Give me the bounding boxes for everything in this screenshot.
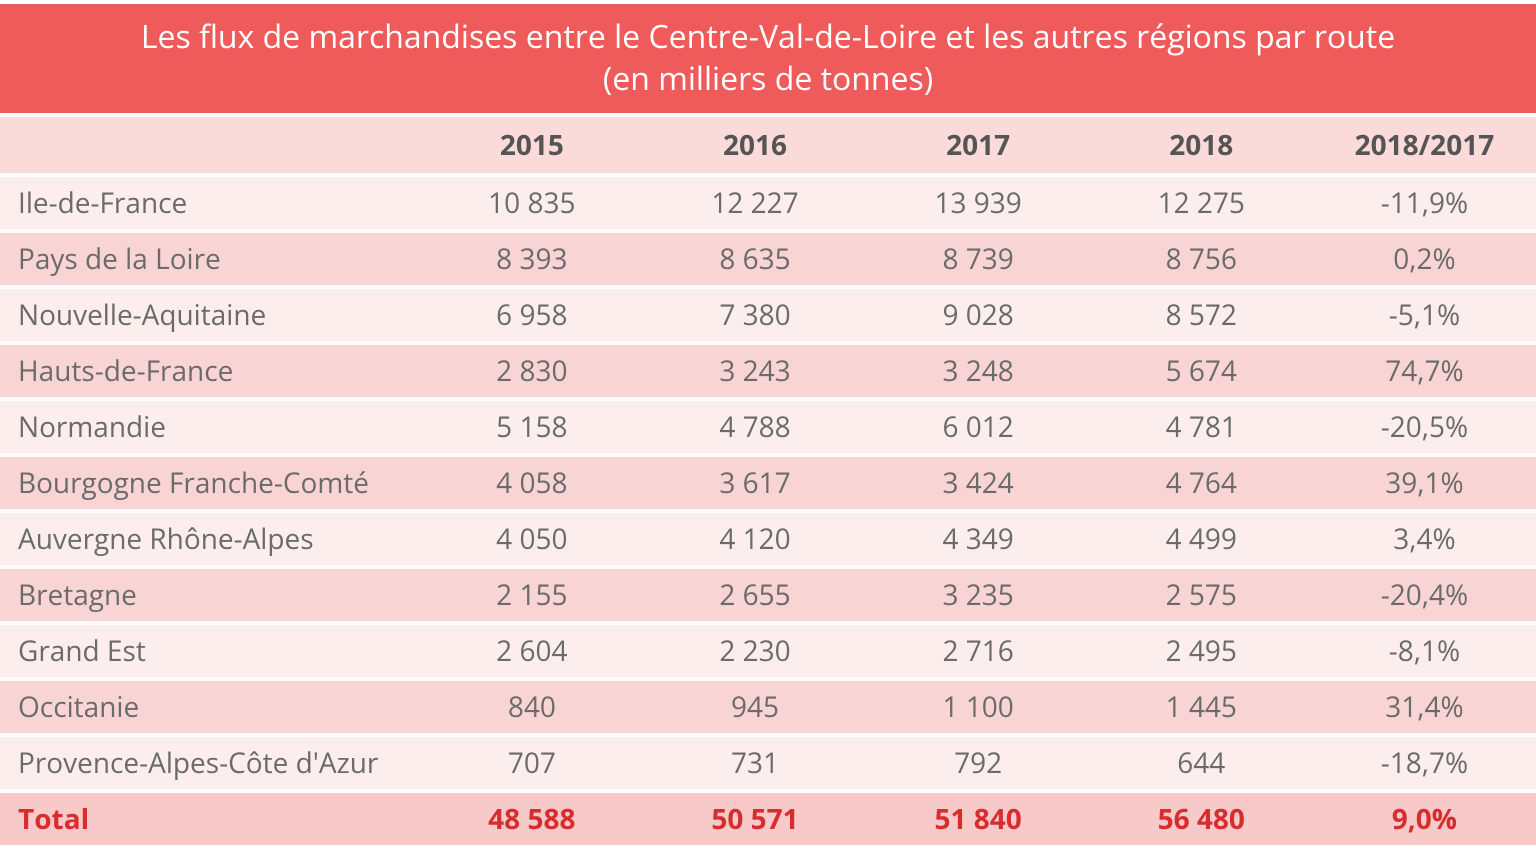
cell-region: Pays de la Loire [0,233,420,285]
cell-2018: 4 781 [1090,401,1313,453]
cell-delta: 31,4% [1313,681,1536,733]
cell-2018: 4 499 [1090,513,1313,565]
cell-2017: 3 424 [867,457,1090,509]
cell-2015: 2 830 [420,345,643,397]
cell-region: Occitanie [0,681,420,733]
cell-2015: 8 393 [420,233,643,285]
cell-2016: 4 120 [643,513,866,565]
cell-region: Provence-Alpes-Côte d'Azur [0,737,420,789]
table-row: Normandie5 1584 7886 0124 781-20,5% [0,401,1536,453]
col-header-region [0,117,420,173]
col-header-delta: 2018/2017 [1313,117,1536,173]
total-2018: 56 480 [1090,793,1313,845]
cell-2017: 792 [867,737,1090,789]
table-row: Bretagne2 1552 6553 2352 575-20,4% [0,569,1536,621]
total-2016: 50 571 [643,793,866,845]
table-row: Ile-de-France10 83512 22713 93912 275-11… [0,177,1536,229]
cell-region: Hauts-de-France [0,345,420,397]
cell-2015: 6 958 [420,289,643,341]
table-title: Les flux de marchandises entre le Centre… [0,4,1536,113]
cell-delta: -5,1% [1313,289,1536,341]
cell-2015: 2 604 [420,625,643,677]
cell-2016: 2 230 [643,625,866,677]
cell-delta: 3,4% [1313,513,1536,565]
table-total-row: Total48 58850 57151 84056 4809,0% [0,793,1536,845]
cell-2016: 731 [643,737,866,789]
col-header-2015: 2015 [420,117,643,173]
cell-delta: -8,1% [1313,625,1536,677]
cell-2016: 3 617 [643,457,866,509]
col-header-2017: 2017 [867,117,1090,173]
table-header-row: 2015 2016 2017 2018 2018/2017 [0,117,1536,173]
total-2017: 51 840 [867,793,1090,845]
cell-2015: 5 158 [420,401,643,453]
cell-2017: 6 012 [867,401,1090,453]
cell-2017: 13 939 [867,177,1090,229]
cell-2017: 4 349 [867,513,1090,565]
cell-2018: 12 275 [1090,177,1313,229]
cell-2018: 5 674 [1090,345,1313,397]
cell-delta: -11,9% [1313,177,1536,229]
cell-2016: 8 635 [643,233,866,285]
cell-2018: 8 572 [1090,289,1313,341]
col-header-2018: 2018 [1090,117,1313,173]
cell-2015: 10 835 [420,177,643,229]
cell-2015: 4 050 [420,513,643,565]
total-delta: 9,0% [1313,793,1536,845]
table-row: Hauts-de-France2 8303 2433 2485 67474,7% [0,345,1536,397]
table-row: Auvergne Rhône-Alpes4 0504 1204 3494 499… [0,513,1536,565]
cell-region: Nouvelle-Aquitaine [0,289,420,341]
cell-region: Bourgogne Franche-Comté [0,457,420,509]
cell-2015: 2 155 [420,569,643,621]
table-title-line1: Les flux de marchandises entre le Centre… [141,15,1395,58]
cell-2018: 4 764 [1090,457,1313,509]
cell-2018: 1 445 [1090,681,1313,733]
cell-2018: 2 575 [1090,569,1313,621]
table-row: Bourgogne Franche-Comté4 0583 6173 4244 … [0,457,1536,509]
cell-2016: 7 380 [643,289,866,341]
table-title-row: Les flux de marchandises entre le Centre… [0,4,1536,113]
table-row: Provence-Alpes-Côte d'Azur707731792644-1… [0,737,1536,789]
cell-2015: 840 [420,681,643,733]
cell-2018: 8 756 [1090,233,1313,285]
cell-2017: 2 716 [867,625,1090,677]
cell-2018: 2 495 [1090,625,1313,677]
cell-2017: 1 100 [867,681,1090,733]
cell-delta: -20,5% [1313,401,1536,453]
table-row: Occitanie8409451 1001 44531,4% [0,681,1536,733]
cell-region: Normandie [0,401,420,453]
table-row: Grand Est2 6042 2302 7162 495-8,1% [0,625,1536,677]
cell-delta: 0,2% [1313,233,1536,285]
cell-delta: -18,7% [1313,737,1536,789]
col-header-2016: 2016 [643,117,866,173]
cell-region: Auvergne Rhône-Alpes [0,513,420,565]
cell-2015: 4 058 [420,457,643,509]
total-label: Total [0,793,420,845]
cell-2017: 8 739 [867,233,1090,285]
cell-2017: 9 028 [867,289,1090,341]
cell-2016: 945 [643,681,866,733]
cell-2016: 3 243 [643,345,866,397]
cell-region: Grand Est [0,625,420,677]
cell-2016: 4 788 [643,401,866,453]
cell-delta: -20,4% [1313,569,1536,621]
cell-region: Bretagne [0,569,420,621]
flux-table: Les flux de marchandises entre le Centre… [0,0,1536,849]
cell-region: Ile-de-France [0,177,420,229]
cell-2016: 2 655 [643,569,866,621]
cell-2016: 12 227 [643,177,866,229]
cell-delta: 39,1% [1313,457,1536,509]
cell-delta: 74,7% [1313,345,1536,397]
cell-2015: 707 [420,737,643,789]
table-title-line2: (en milliers de tonnes) [603,57,933,100]
table-row: Nouvelle-Aquitaine6 9587 3809 0288 572-5… [0,289,1536,341]
cell-2018: 644 [1090,737,1313,789]
total-2015: 48 588 [420,793,643,845]
cell-2017: 3 248 [867,345,1090,397]
table-row: Pays de la Loire8 3938 6358 7398 7560,2% [0,233,1536,285]
cell-2017: 3 235 [867,569,1090,621]
